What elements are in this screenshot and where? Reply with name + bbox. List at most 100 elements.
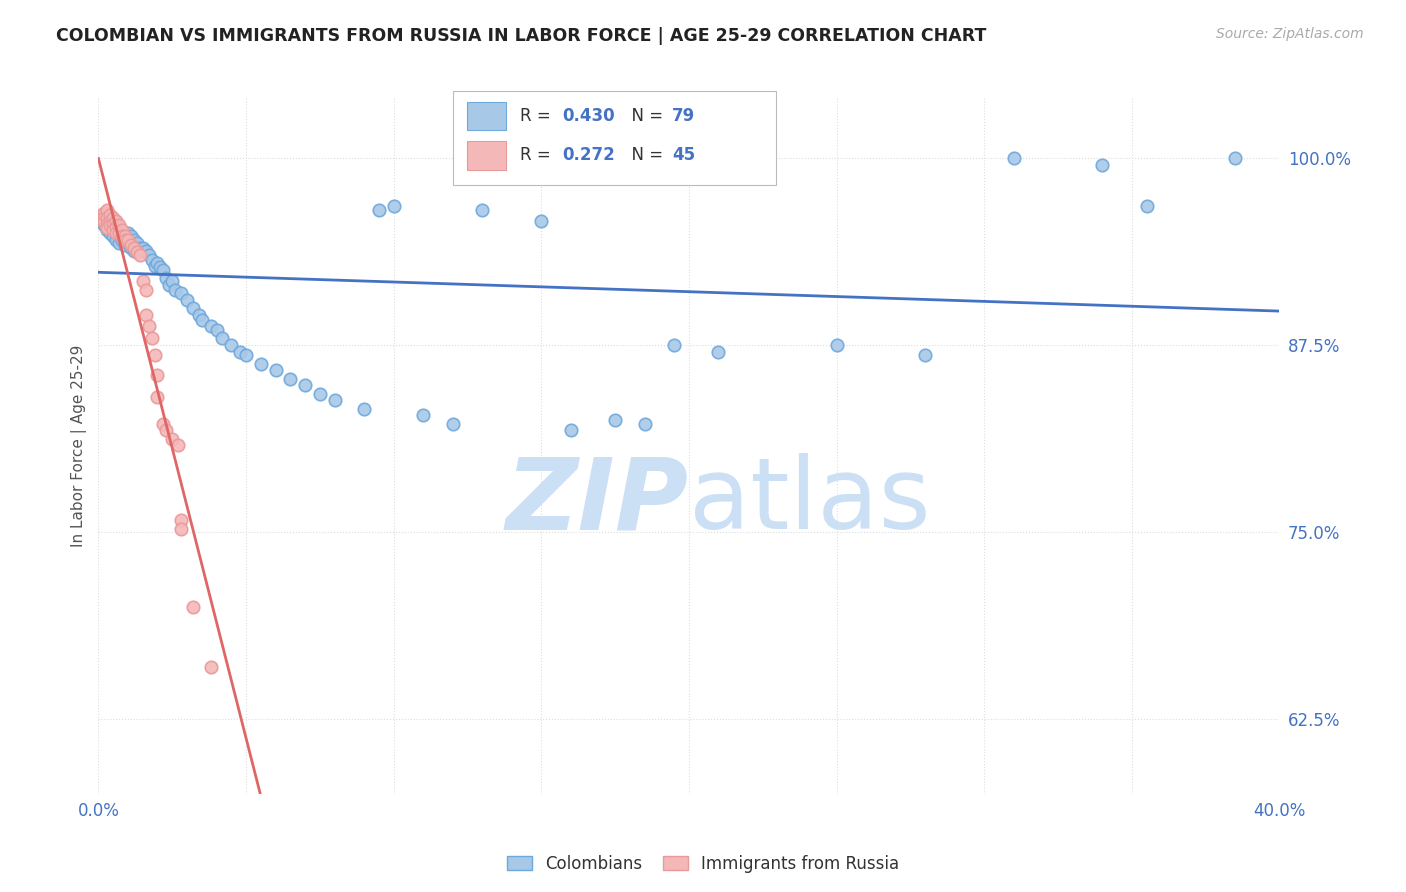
Point [96,221,118,235]
Point [1091,158,1114,172]
Point [96,211,118,225]
Point [605,413,627,427]
Point [825,338,848,352]
Text: ZIP: ZIP [506,453,689,550]
Point [146,368,169,382]
Text: 79: 79 [672,107,696,125]
Point [117,226,139,240]
Text: 0.430: 0.430 [562,107,614,125]
Point [170,513,193,527]
Point [560,423,582,437]
Point [105,226,128,240]
Point [103,217,125,231]
Point [176,293,198,307]
Point [162,274,183,288]
Point [309,387,332,401]
Point [181,599,204,614]
Point [117,233,139,247]
Point [111,223,134,237]
Point [105,214,128,228]
Point [191,312,214,326]
Point [634,417,657,432]
Point [157,278,180,293]
Point [152,417,174,432]
Point [471,203,494,218]
Point [103,228,125,243]
Point [200,659,222,673]
Point [323,393,346,408]
Point [368,203,391,218]
Point [96,203,118,218]
Point [93,215,115,229]
Point [187,308,209,322]
Point [229,345,252,359]
Point [138,318,160,333]
Point [93,208,115,222]
Point [135,283,157,297]
Text: N =: N = [621,146,669,164]
Point [152,263,174,277]
Point [98,214,121,228]
Point [141,330,163,344]
Point [664,338,686,352]
Point [111,228,134,243]
Point [98,219,121,233]
Point [135,308,157,322]
Point [125,236,148,251]
Point [114,233,136,247]
Point [235,349,257,363]
Point [93,206,115,220]
Point [143,259,166,273]
Point [132,274,155,288]
Point [98,221,121,235]
Point [141,252,163,267]
Point [181,301,204,315]
Point [93,211,115,225]
Point [122,244,145,258]
Point [353,402,375,417]
Point [98,226,121,240]
Point [211,330,233,344]
Point [103,217,125,231]
Point [103,223,125,237]
Y-axis label: In Labor Force | Age 25-29: In Labor Force | Age 25-29 [72,345,87,547]
Point [96,223,118,237]
Point [114,228,136,243]
Point [1225,151,1247,165]
Point [90,211,112,225]
Text: N =: N = [621,107,669,125]
Point [90,211,112,225]
Point [103,223,125,237]
Point [162,432,183,446]
Text: 0.272: 0.272 [562,146,616,164]
Point [98,208,121,222]
Point [914,349,936,363]
Point [382,199,405,213]
Point [530,214,553,228]
Point [146,390,169,404]
Point [108,223,131,237]
Point [93,219,115,233]
Point [264,363,287,377]
Point [96,217,118,231]
Point [200,318,222,333]
Point [412,409,434,423]
Point [280,372,302,386]
Point [294,378,316,392]
Point [128,248,150,262]
Point [98,214,121,228]
Point [250,358,273,372]
Text: R =: R = [520,146,557,164]
Point [707,345,730,359]
Point [120,228,142,243]
Point [143,349,166,363]
Point [1002,151,1025,165]
Point [132,241,155,255]
Point [135,244,157,258]
Point [90,214,112,228]
Point [117,236,139,251]
Point [120,237,142,252]
Point [122,241,145,255]
Point [96,219,118,233]
Text: R =: R = [520,107,557,125]
